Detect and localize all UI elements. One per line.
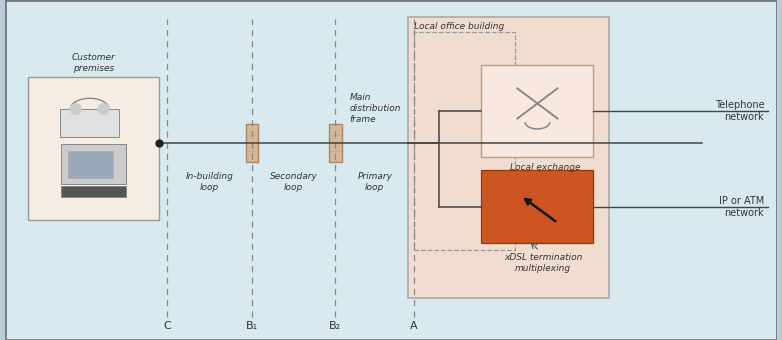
Text: Local exchange: Local exchange bbox=[511, 163, 581, 172]
Text: C: C bbox=[163, 321, 170, 331]
Text: IP or ATM
network: IP or ATM network bbox=[719, 195, 764, 218]
Text: Secondary
loop: Secondary loop bbox=[270, 172, 317, 192]
Text: Main
distribution
frame: Main distribution frame bbox=[350, 93, 400, 124]
Bar bbox=[482, 170, 594, 243]
Bar bbox=[60, 109, 119, 137]
Text: Customer
premises: Customer premises bbox=[72, 53, 116, 73]
Text: Local office building: Local office building bbox=[414, 22, 504, 31]
Text: Primary
loop: Primary loop bbox=[357, 172, 393, 192]
Text: xDSL termination
multiplexing: xDSL termination multiplexing bbox=[504, 253, 583, 273]
Bar bbox=[68, 151, 113, 178]
Bar bbox=[329, 124, 342, 162]
Ellipse shape bbox=[70, 104, 81, 115]
Bar bbox=[246, 124, 258, 162]
Bar bbox=[28, 77, 160, 220]
Text: In-building
loop: In-building loop bbox=[185, 172, 233, 192]
Bar bbox=[414, 32, 515, 250]
Text: Telephone
network: Telephone network bbox=[715, 100, 764, 122]
Text: B₂: B₂ bbox=[329, 321, 342, 331]
Ellipse shape bbox=[98, 104, 109, 115]
Text: A: A bbox=[411, 321, 418, 331]
Bar bbox=[61, 186, 126, 197]
Bar bbox=[482, 65, 594, 157]
Bar bbox=[61, 144, 126, 184]
Text: B₁: B₁ bbox=[246, 321, 258, 331]
Bar bbox=[408, 17, 609, 298]
